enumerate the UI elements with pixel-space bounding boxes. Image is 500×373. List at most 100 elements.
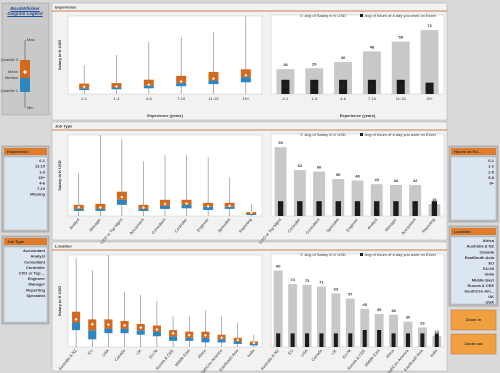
filter-item[interactable]: 1-3 [39,169,46,174]
bar [425,82,434,94]
filter-item[interactable]: SouthCen Am... [464,288,494,293]
section-title: Experience [55,5,77,10]
bar [297,201,303,216]
bar [393,201,399,216]
filter-title: Location [454,229,471,234]
filter-item[interactable]: 2-5 [488,169,495,174]
bar [331,293,341,347]
mean-marker [155,328,159,332]
filter-item[interactable]: Specialist [26,293,45,298]
bar-value-label: 5 [414,206,417,211]
section-title: Location [55,244,72,249]
x-tick-label: EU-Ni [148,348,159,359]
box-lower [169,336,178,341]
filter-item[interactable]: UK [488,294,494,299]
box-lower [240,77,251,83]
bar [293,170,306,216]
filter-item[interactable]: Reporting [26,287,45,292]
bar-value-label: 5 [400,84,403,89]
filter-item[interactable]: India [485,272,495,277]
mean-marker [123,323,127,327]
plot-area [67,15,263,95]
filter-item[interactable]: Africa [483,238,495,243]
box-lower [79,88,90,91]
bar-value-label: 30 [406,315,411,320]
filter-item[interactable]: EU-Ni [483,266,494,271]
bar-value-label: 90 [276,264,281,269]
legend-mean [23,70,27,74]
box-lower [73,208,84,211]
bar-value-label: 59 [399,35,404,40]
legend-label: Quartile 3 [1,57,19,62]
filter-item[interactable]: CXO or Top ... [19,270,45,275]
box-lower [246,213,257,215]
mean-marker [179,80,183,84]
filter-item[interactable]: Consultant [24,259,46,264]
y-axis-label: Salary in K USD [57,160,62,190]
x-axis-label: Experience (years) [340,113,376,118]
bar-value-label: 43 [374,177,379,182]
filter-item[interactable]: EU [488,260,494,265]
filter-item[interactable]: 5-8 [488,175,495,180]
filter-item[interactable]: 7-10 [37,186,46,191]
filter-item[interactable]: Russia & CEE [468,283,495,288]
filter-item[interactable]: 8+ [489,180,494,185]
bar-value-label: 50 [336,172,341,177]
mean-marker [171,331,175,335]
mean-marker [206,204,210,208]
box-lower [152,331,161,337]
zoom-button-label[interactable]: Zoom out [464,341,483,346]
x-tick-label: USA [299,348,308,358]
filter-title: Experience [7,149,29,154]
filter-item[interactable]: Manager [29,282,46,287]
box-lower [111,87,122,90]
bar [362,51,381,94]
filter-item[interactable]: Controller [26,265,46,270]
zoom-button[interactable] [450,309,497,331]
filter-list [450,236,497,305]
legend-entry: Avg of hours of a day you work on Excel [365,13,436,18]
plot-area [270,14,445,95]
filter-item[interactable]: 4-6 [39,180,46,185]
x-tick-label: EU [86,348,93,356]
filter-item[interactable]: Missing [30,192,45,197]
x-tick-label: India [246,348,256,358]
filter-item[interactable]: USA [486,300,495,305]
filter-item[interactable]: Engineer [28,276,46,281]
filter-item[interactable]: Canada [480,249,495,254]
bar-value-label: 42 [394,178,399,183]
x-tick-label: Africa [197,348,208,360]
bar [420,333,425,347]
legend-entry: Avg of Salary in K USD [305,132,346,137]
legend-swatch [360,14,363,17]
filter-item[interactable]: 15+ [38,175,45,180]
filter-item[interactable]: Middle East [472,277,495,282]
filter-item[interactable]: Accountant [23,248,46,253]
zoom-button-label[interactable]: Zoom in [466,317,482,322]
filter-item[interactable]: EastSouth Asia [465,255,495,260]
filter-item[interactable]: 0-1 [488,158,495,163]
bar [334,62,353,94]
bar-value-label: 13 [435,329,440,334]
filter-item[interactable]: 1-2 [488,164,495,169]
bar-value-label: 71 [319,280,324,285]
bar [316,201,322,216]
x-tick-label: 7-10 [177,96,186,101]
x-tick-label: EU-Ni [341,348,352,359]
filter-item[interactable]: 0-1 [39,158,46,163]
mean-marker [74,317,78,321]
bar-value-label: 36 [341,55,346,60]
filter-item[interactable]: Analyst [31,254,46,259]
zoom-button[interactable] [450,333,497,355]
legend-label: Min [27,105,33,110]
bar-value-label: 38 [391,308,396,313]
filter-list [450,156,497,221]
filter-item[interactable]: 11-15 [35,164,46,169]
bar-value-label: 4 [428,85,431,90]
bar-value-label: 39 [377,307,382,312]
bar [277,201,284,216]
filter-item[interactable]: Australia & NZ [466,244,494,249]
x-tick-label: 1-3 [114,96,121,101]
legend-panel [1,2,50,116]
box-lower [72,322,81,331]
